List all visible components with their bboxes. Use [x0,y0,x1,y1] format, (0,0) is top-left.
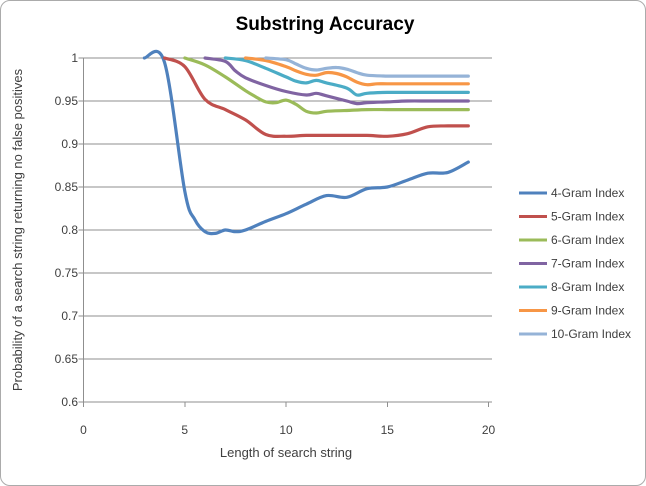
legend-label: 6-Gram Index [551,233,624,247]
x-tick-label: 20 [482,423,496,437]
legend-label: 7-Gram Index [551,257,624,271]
legend-item: 10-Gram Index [519,327,631,341]
series-line-10-gram-index [264,56,470,78]
x-tick-label: 10 [279,423,293,437]
legend: 4-Gram Index 5-Gram Index 6-Gram Index 7-Gr… [519,186,631,341]
y-tick-label: 0.9 [61,137,78,151]
legend-label: 9-Gram Index [551,304,624,318]
legend-item: 8-Gram Index [519,280,624,294]
legend-item: 4-Gram Index [519,186,624,200]
series-line-9-gram-index [243,56,470,87]
axes [78,57,489,407]
gridlines [83,57,492,403]
legend-item: 5-Gram Index [519,210,624,224]
chart-title: Substring Accuracy [236,14,415,35]
y-tick-label: 0.6 [61,395,78,409]
y-tick-label: 0.8 [61,223,78,237]
x-tick-label: 5 [181,423,188,437]
x-tick-label: 0 [80,423,87,437]
y-tick-label: 0.85 [55,180,79,194]
legend-label: 10-Gram Index [551,327,631,341]
x-axis-title: Length of search string [220,445,352,460]
series-line-8-gram-index [223,56,470,97]
series-line-4-gram-index [142,49,470,236]
y-tick-label: 0.95 [55,94,79,108]
legend-label: 4-Gram Index [551,186,624,200]
legend-item: 9-Gram Index [519,304,624,318]
series-line-7-gram-index [203,56,470,106]
series-lines [142,49,470,236]
y-tick-label: 0.7 [61,309,78,323]
legend-label: 5-Gram Index [551,210,624,224]
legend-item: 7-Gram Index [519,257,624,271]
series-line-6-gram-index [183,56,470,115]
series-line-5-gram-index [162,56,470,138]
y-tick-label: 1 [71,51,78,65]
y-axis-title: Probability of a search string returning… [10,68,25,391]
legend-item: 6-Gram Index [519,233,624,247]
legend-label: 8-Gram Index [551,280,624,294]
y-tick-label: 0.65 [55,352,79,366]
x-tick-label: 15 [381,423,395,437]
y-axis-tick-labels: 1 0.95 0.9 0.85 0.8 0.75 0.7 0.65 0.6 [55,51,79,409]
y-tick-label: 0.75 [55,266,79,280]
x-axis-tick-labels: 0 5 10 15 20 [80,423,495,437]
